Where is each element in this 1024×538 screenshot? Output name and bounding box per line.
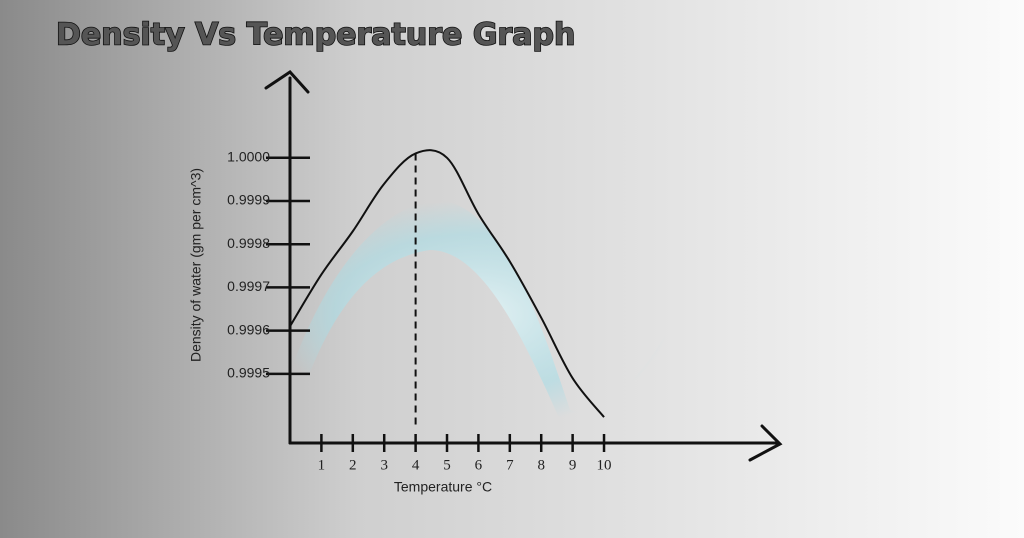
chart-title: Density Vs Temperature Graph (56, 18, 575, 53)
axes (264, 70, 783, 462)
y-tick-label: 0.9999 (227, 192, 270, 208)
y-axis-title: Density of water (gm per cm^3) (188, 168, 204, 362)
x-axis-title: Temperature °C (394, 479, 492, 495)
x-tick-label: 3 (380, 457, 388, 473)
water-splash (275, 199, 670, 430)
x-tick-label: 10 (597, 457, 612, 473)
y-tick-label: 0.9997 (227, 278, 270, 294)
x-tick-label: 1 (318, 457, 326, 473)
x-tick-label: 7 (506, 457, 514, 473)
x-tick-label: 4 (412, 457, 420, 473)
y-tick-label: 0.9995 (227, 365, 270, 381)
density-line (289, 149, 605, 418)
y-tick-label: 0.9998 (227, 235, 270, 251)
x-tick-label: 8 (537, 457, 545, 473)
x-tick-label: 5 (443, 457, 451, 473)
y-tick-label: 1.0000 (227, 148, 270, 164)
y-tick-label: 0.9996 (227, 321, 270, 337)
x-tick-label: 9 (569, 457, 577, 473)
x-tick-label: 2 (349, 457, 357, 473)
x-tick-label: 6 (475, 457, 483, 473)
